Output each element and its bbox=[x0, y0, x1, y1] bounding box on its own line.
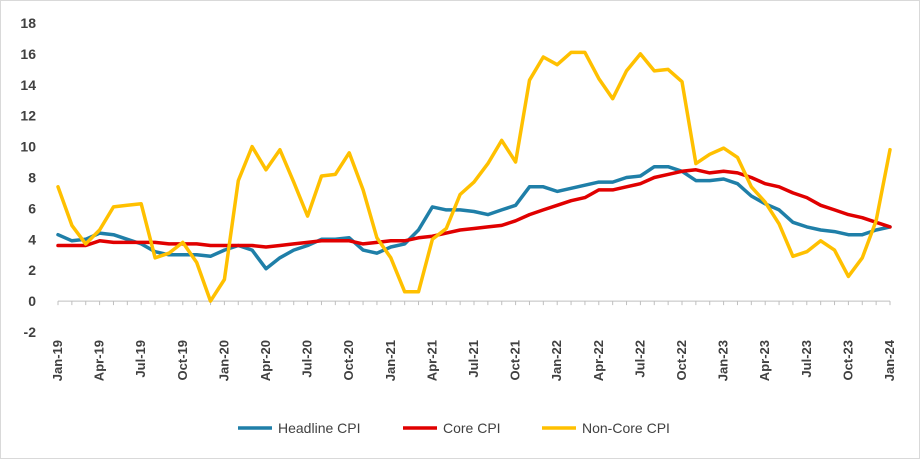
legend-label: Non-Core CPI bbox=[582, 420, 670, 436]
y-tick-label: 18 bbox=[20, 15, 36, 31]
x-tick-label: Oct-23 bbox=[840, 340, 855, 380]
legend: Headline CPI Core CPI Non-Core CPI bbox=[238, 420, 670, 436]
y-tick-label: 8 bbox=[28, 170, 36, 186]
x-tick-label: Jan-22 bbox=[549, 340, 564, 381]
x-tick-label: Jul-19 bbox=[133, 340, 148, 378]
y-tick-label: 6 bbox=[28, 200, 36, 216]
y-tick-label: -2 bbox=[24, 324, 37, 340]
x-tick-label: Jan-20 bbox=[216, 340, 231, 381]
legend-label: Core CPI bbox=[443, 420, 501, 436]
x-tick-label: Apr-21 bbox=[424, 340, 439, 381]
x-tick-label: Apr-23 bbox=[757, 340, 772, 381]
y-tick-label: 14 bbox=[20, 77, 36, 93]
x-tick-label: Jan-24 bbox=[882, 339, 897, 381]
x-tick-label: Jan-19 bbox=[50, 340, 65, 381]
x-tick-label: Oct-21 bbox=[508, 340, 523, 380]
x-tick-label: Oct-20 bbox=[341, 340, 356, 380]
series-line-core-cpi bbox=[56, 168, 892, 249]
y-axis-tick-labels: -2 0 2 4 6 8 10 12 14 16 18 bbox=[20, 15, 36, 340]
x-tick-label: Jan-21 bbox=[383, 340, 398, 381]
x-tick-label: Jul-23 bbox=[799, 340, 814, 378]
y-tick-label: 2 bbox=[28, 262, 36, 278]
x-axis bbox=[57, 300, 891, 306]
series-lines bbox=[56, 50, 892, 303]
y-tick-label: 10 bbox=[20, 139, 36, 155]
series-line-headline-cpi bbox=[56, 164, 892, 271]
x-tick-label: Apr-19 bbox=[92, 340, 107, 381]
y-tick-label: 12 bbox=[20, 108, 36, 124]
x-axis-tick-labels: Jan-19 Apr-19 Jul-19 Oct-19 Jan-20 Apr-20 Jul-… bbox=[50, 339, 897, 381]
y-tick-label: 0 bbox=[28, 293, 36, 309]
x-tick-label: Jan-23 bbox=[716, 340, 731, 381]
x-tick-label: Oct-19 bbox=[175, 340, 190, 380]
y-tick-label: 16 bbox=[20, 46, 36, 62]
legend-label: Headline CPI bbox=[278, 420, 361, 436]
x-tick-label: Oct-22 bbox=[674, 340, 689, 380]
x-tick-label: Jul-21 bbox=[466, 340, 481, 378]
x-tick-label: Apr-20 bbox=[258, 340, 273, 381]
x-tick-label: Apr-22 bbox=[591, 340, 606, 381]
x-tick-label: Jul-20 bbox=[300, 340, 315, 378]
x-tick-label: Jul-22 bbox=[632, 340, 647, 378]
y-tick-label: 4 bbox=[28, 231, 36, 247]
series-line-non-core-cpi bbox=[56, 50, 892, 303]
